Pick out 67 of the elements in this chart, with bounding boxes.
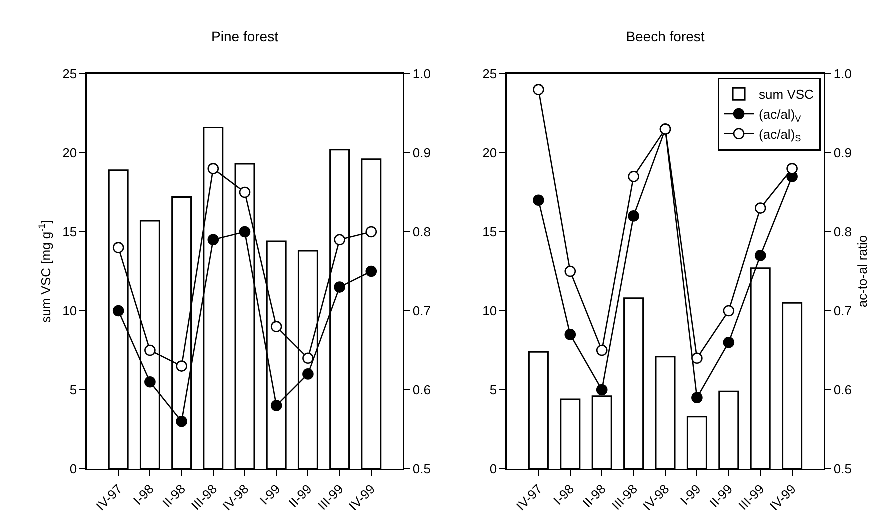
x-tick-label: I-98 (550, 482, 578, 508)
point (334, 234, 346, 246)
point (302, 352, 314, 364)
point (239, 226, 251, 238)
y2-tick-label: 0.5 (412, 462, 431, 477)
point (270, 321, 282, 332)
point (112, 305, 124, 317)
point (239, 186, 251, 198)
y2-tick-label: 1.0 (412, 66, 431, 82)
chart-title: Pine forest (212, 28, 279, 44)
y-tick-label: 25 (62, 66, 78, 82)
point (144, 376, 156, 388)
point (754, 250, 766, 262)
point (692, 392, 703, 404)
legend-label: (ac/al)$_{S}$ (759, 126, 802, 144)
y2-tick-label: 0.8 (834, 224, 852, 240)
y-tick-label: 0 (70, 462, 78, 477)
y2-axis-title: ac-to-al ratio (854, 235, 870, 308)
point (596, 344, 608, 356)
point (334, 282, 346, 293)
x-tick-label: I-99 (256, 482, 284, 508)
y-tick-label: 10 (482, 304, 498, 319)
y-tick-label: 10 (62, 304, 78, 319)
point (628, 171, 640, 182)
point (786, 163, 798, 174)
point (144, 344, 156, 356)
y-tick-label: 20 (62, 146, 78, 161)
x-tick-label: I-99 (677, 482, 704, 508)
point (366, 266, 378, 278)
y-tick-label: 5 (70, 382, 78, 398)
y2-tick-label: 0.5 (834, 462, 852, 477)
point (208, 163, 220, 174)
y2-tick-label: 0.6 (834, 382, 852, 398)
y2-tick-label: 1.0 (834, 66, 852, 82)
y-tick-label: 25 (482, 66, 498, 82)
y-tick-label: 15 (482, 224, 498, 240)
point (754, 202, 766, 214)
y-tick-label: 0 (490, 462, 498, 477)
y2-tick-label: 0.7 (834, 304, 852, 319)
legend-label: sum VSC (759, 87, 814, 102)
point (270, 400, 282, 412)
point (533, 194, 544, 206)
point (176, 360, 188, 372)
chart-title: Beech forest (626, 28, 705, 44)
point (564, 329, 576, 340)
y2-tick-label: 0.9 (412, 146, 431, 161)
legend-label: (ac/al)$_{V}$ (759, 107, 802, 124)
y-tick-label: 15 (62, 224, 78, 240)
point (692, 352, 703, 364)
x-tick-label: I-98 (130, 482, 157, 508)
point (112, 242, 124, 254)
y2-tick-label: 0.7 (412, 304, 431, 319)
y2-tick-label: 0.6 (412, 382, 431, 398)
point (366, 226, 378, 238)
point (596, 384, 608, 396)
point (302, 368, 314, 380)
y-tick-label: 20 (482, 146, 498, 161)
point (723, 336, 735, 348)
y-tick-label: 5 (490, 382, 498, 398)
point (723, 305, 735, 317)
point (564, 266, 576, 278)
point (176, 416, 188, 428)
y2-tick-label: 0.8 (412, 224, 431, 240)
point (628, 210, 640, 222)
y2-tick-label: 0.9 (834, 146, 852, 161)
point (208, 234, 220, 246)
point (533, 84, 544, 96)
